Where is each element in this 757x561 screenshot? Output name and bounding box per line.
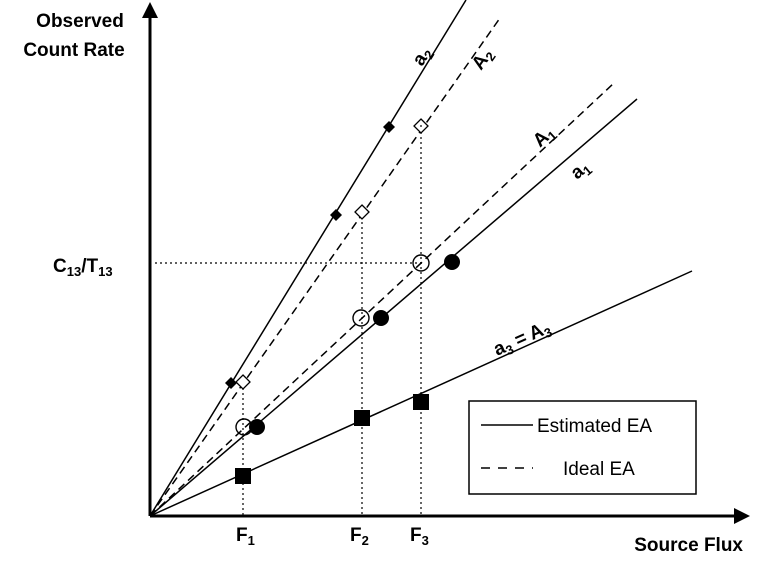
label-a2: a2 <box>408 43 437 70</box>
A2-markers <box>235 118 429 390</box>
y-axis-label-line2: Count Rate <box>23 40 124 61</box>
a3-markers <box>235 394 429 484</box>
diamond-filled <box>383 121 395 133</box>
x-axis-arrowhead <box>734 508 750 524</box>
legend-estimated-label: Estimated EA <box>537 416 652 437</box>
x-axis-label: Source Flux <box>634 535 743 556</box>
circle-filled <box>444 254 460 270</box>
a1-markers <box>249 254 460 435</box>
guide-lines <box>155 127 422 516</box>
y-axis-label-line1: Observed <box>36 11 124 32</box>
legend-box <box>468 400 697 495</box>
line-A1 <box>149 82 615 517</box>
legend-ideal-label: Ideal EA <box>563 459 635 480</box>
square-filled <box>413 394 429 410</box>
label-a3-A3: a3 = A3 <box>490 317 554 362</box>
line-A2 <box>149 17 501 517</box>
circle-open <box>412 254 430 272</box>
A1-markers <box>235 254 430 436</box>
x-tick-f1: F1 <box>236 525 255 548</box>
a2-markers <box>225 121 395 389</box>
circle-open <box>235 418 253 436</box>
diamond-center-dot <box>420 125 422 127</box>
diamond-filled <box>225 377 237 389</box>
ideal-lines <box>149 17 615 517</box>
y-tick-c13-t13: C13/T13 <box>53 256 113 279</box>
x-tick-f3: F3 <box>410 525 429 548</box>
square-filled <box>354 410 370 426</box>
label-a1: a1 <box>567 156 595 185</box>
y-axis-arrowhead <box>142 2 158 18</box>
circle-center-dot <box>420 262 422 264</box>
circle-open <box>352 309 370 327</box>
x-tick-f2: F2 <box>350 525 369 548</box>
label-A2: A2 <box>468 45 499 75</box>
line-a2 <box>149 0 467 517</box>
legend: Estimated EA Ideal EA <box>468 400 697 495</box>
circle-filled <box>249 419 265 435</box>
diamond-open <box>235 374 251 390</box>
diamond-filled <box>330 209 342 221</box>
diamond-open <box>354 204 370 220</box>
circle-filled <box>373 310 389 326</box>
square-filled <box>235 468 251 484</box>
label-A1: A1 <box>529 122 560 153</box>
line-a1 <box>149 98 638 517</box>
